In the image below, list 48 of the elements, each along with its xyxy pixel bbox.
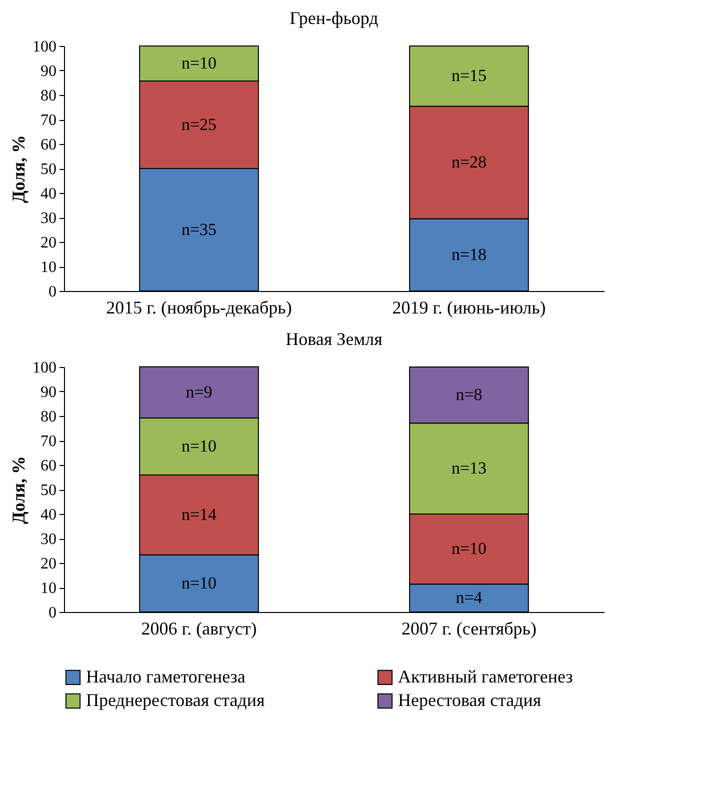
y-tick-label: 70 [40, 112, 56, 129]
legend-label: Активный гаметогенез [398, 666, 573, 686]
y-tick-label: 20 [40, 234, 56, 252]
legend-label: Преднерестовая стадия [86, 690, 265, 710]
annotation: n=8 [456, 385, 482, 404]
x-tick-label: 2006 г. (август) [141, 618, 257, 638]
x-tick-label: 2019 г. (июнь-июль) [392, 298, 546, 318]
y-tick-label: 50 [40, 482, 56, 499]
y-tick-label: 30 [40, 531, 56, 548]
y-tick-label: 40 [40, 506, 56, 524]
y-tick-label: 20 [40, 556, 56, 572]
y-tick-label: 90 [40, 384, 56, 401]
annotation: n=18 [451, 244, 487, 264]
annotation: n=14 [181, 504, 218, 524]
annotation: n=10 [181, 436, 217, 456]
annotation: n=10 [181, 573, 217, 592]
annotation: n=13 [451, 458, 487, 478]
y-tick-label: 40 [40, 186, 56, 202]
annotation: n=35 [181, 220, 217, 239]
legend-label: Начало гаметогенеза [86, 666, 246, 686]
y-tick-label: 10 [40, 259, 56, 276]
y-tick-label: 80 [40, 88, 56, 104]
annotation: n=28 [451, 152, 487, 172]
y-tick-label: 0 [48, 284, 56, 300]
annotation: n=15 [451, 66, 487, 86]
chart-title: Новая Земля [286, 329, 382, 349]
y-tick-label: 30 [40, 210, 56, 227]
annotation: n=4 [456, 588, 483, 608]
y-axis-title: Доля, % [8, 456, 28, 524]
annotation: n=10 [451, 539, 487, 558]
y-tick-label: 60 [40, 136, 56, 154]
y-tick-label: 50 [40, 161, 56, 178]
y-tick-label: 70 [40, 433, 56, 450]
y-tick-label: 0 [48, 604, 56, 622]
x-tick-label: 2007 г. (сентябрь) [402, 618, 536, 638]
y-tick-label: 100 [32, 360, 56, 376]
annotation: n=10 [181, 54, 217, 73]
y-axis-title: Доля, % [8, 135, 28, 203]
x-tick-label: 2015 г. (ноябрь-декабрь) [106, 298, 292, 318]
annotation: n=9 [186, 382, 212, 402]
y-tick-label: 100 [32, 38, 56, 56]
chart-title: Грен-фьорд [290, 8, 378, 28]
legend-label: Нерестовая стадия [398, 690, 542, 710]
y-tick-label: 10 [40, 580, 56, 597]
y-tick-label: 90 [40, 63, 56, 80]
y-tick-label: 80 [40, 408, 56, 426]
annotation: n=25 [181, 114, 217, 134]
y-tick-label: 60 [40, 458, 56, 474]
